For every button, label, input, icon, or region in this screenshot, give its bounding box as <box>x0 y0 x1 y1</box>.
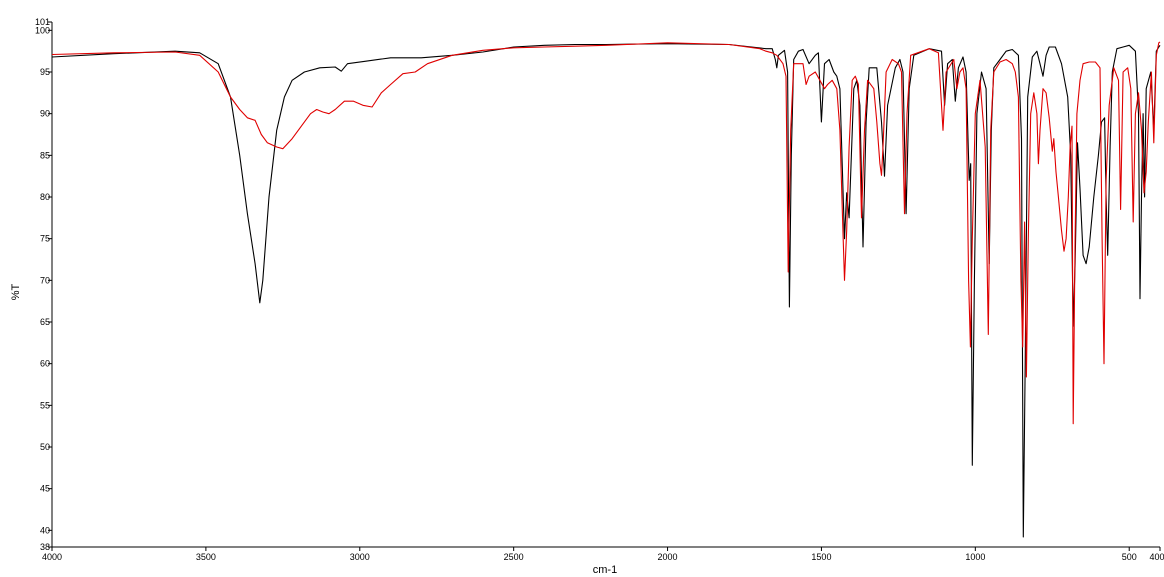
x-axis-title: cm-1 <box>593 564 617 576</box>
x-tick-label: 400 <box>1149 552 1164 562</box>
x-axis: 4000 3500 3000 2500 2000 1500 1000 500 400 <box>42 546 1164 562</box>
y-tick-label: 75 <box>40 234 50 244</box>
y-axis-title: %T <box>10 283 22 300</box>
x-tick-label: 2000 <box>658 552 678 562</box>
y-tick-label: 90 <box>40 109 50 119</box>
x-tick-label: 4000 <box>42 552 62 562</box>
y-tick-label: 40 <box>40 525 50 535</box>
x-tick-label: 500 <box>1122 552 1137 562</box>
x-tick-label: 1000 <box>965 552 985 562</box>
y-tick-label: 95 <box>40 67 50 77</box>
series-group <box>51 41 1161 538</box>
y-tick-label: 55 <box>40 400 50 410</box>
y-tick-label: 100 <box>35 25 50 35</box>
x-tick-label: 3000 <box>350 552 370 562</box>
x-tick-label: 3500 <box>196 552 216 562</box>
y-tick-label: 65 <box>40 317 50 327</box>
x-tick-label: 2500 <box>504 552 524 562</box>
y-tick-label: 50 <box>40 442 50 452</box>
y-tick-label: 70 <box>40 275 50 285</box>
y-tick-label: 85 <box>40 150 50 160</box>
y-tick-label: 38 <box>40 542 50 552</box>
y-tick-label: 60 <box>40 359 50 369</box>
y-tick-label: 80 <box>40 192 50 202</box>
y-tick-label: 45 <box>40 484 50 494</box>
spectrum-line-1 <box>51 43 1161 538</box>
spectrum-line-2 <box>51 41 1161 425</box>
x-tick-label: 1500 <box>811 552 831 562</box>
y-tick-label: 101 <box>35 17 50 27</box>
